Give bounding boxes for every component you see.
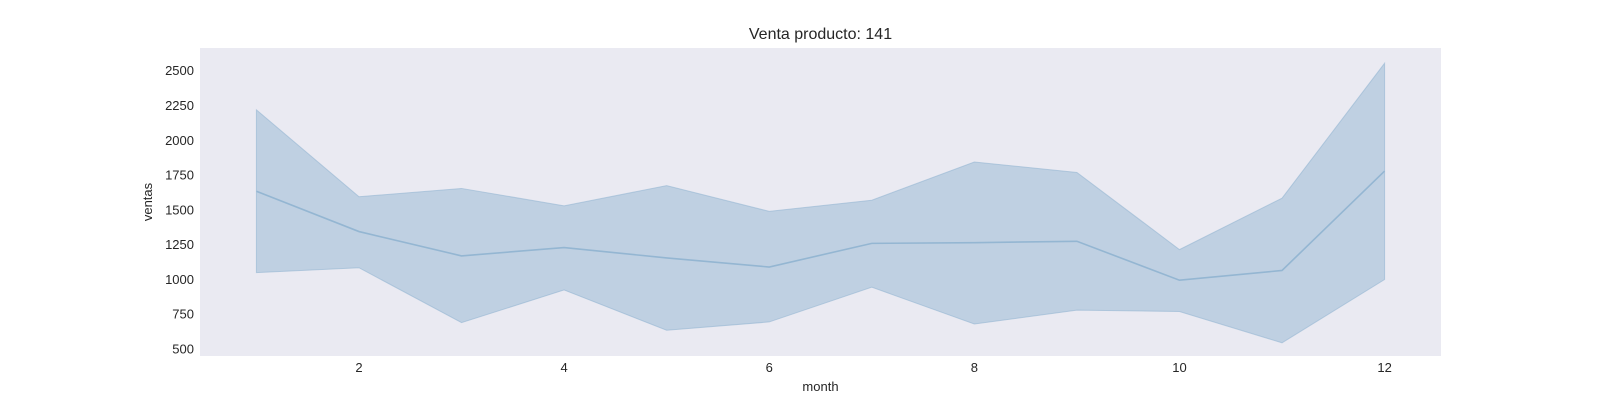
x-tick-label: 2 <box>355 360 362 375</box>
y-tick-label: 500 <box>172 341 194 356</box>
x-tick-label: 6 <box>766 360 773 375</box>
y-tick-label: 1500 <box>165 202 194 217</box>
y-axis-label: ventas <box>140 182 155 221</box>
y-tick-label: 2250 <box>165 98 194 113</box>
chart-title: Venta producto: 141 <box>749 26 892 43</box>
y-tick-label: 2500 <box>165 63 194 78</box>
x-tick-label: 12 <box>1377 360 1391 375</box>
x-tick-label: 8 <box>971 360 978 375</box>
y-tick-label: 1250 <box>165 237 194 252</box>
y-tick-label: 2000 <box>165 133 194 148</box>
y-tick-label: 1750 <box>165 168 194 183</box>
x-axis-label: month <box>802 379 838 394</box>
x-tick-label: 10 <box>1172 360 1186 375</box>
x-tick-label: 4 <box>560 360 567 375</box>
y-tick-label: 1000 <box>165 272 194 287</box>
y-tick-label: 750 <box>172 307 194 322</box>
